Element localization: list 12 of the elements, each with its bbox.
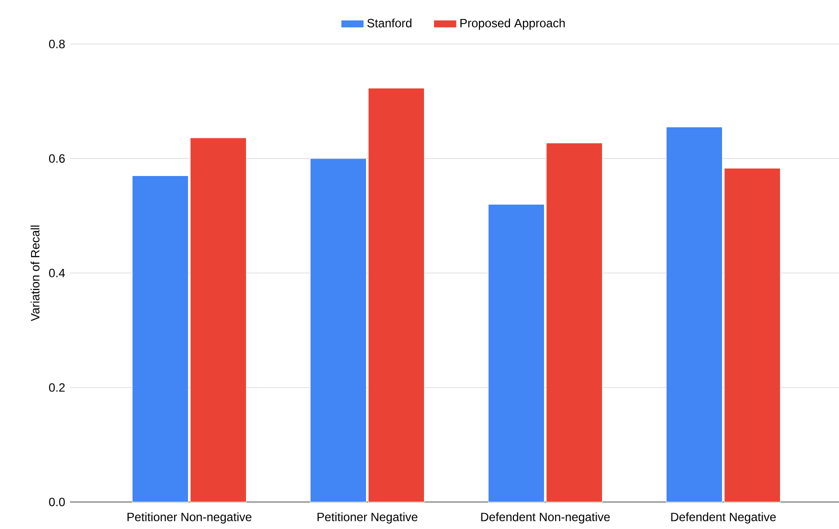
- x-tick-label: Petitioner Non-negative: [128, 512, 252, 524]
- y-tick-label: 0.0: [49, 498, 65, 506]
- x-tick-label: Defendent Negative: [671, 512, 776, 524]
- y-tick-label: 0.4: [49, 268, 65, 278]
- y-tick-label: 0.6: [49, 154, 65, 163]
- y-tick-label: 0.2: [49, 383, 65, 392]
- y-axis-title: Variation of Recall: [30, 226, 40, 322]
- x-tick-label: Petitioner Negative: [318, 512, 418, 524]
- y-tick-label: 0.8: [49, 40, 65, 48]
- legend-label: Proposed Approach: [460, 18, 565, 30]
- x-tick-label: Defendent Non-negative: [481, 512, 610, 524]
- legend-label: Stanford: [367, 18, 412, 28]
